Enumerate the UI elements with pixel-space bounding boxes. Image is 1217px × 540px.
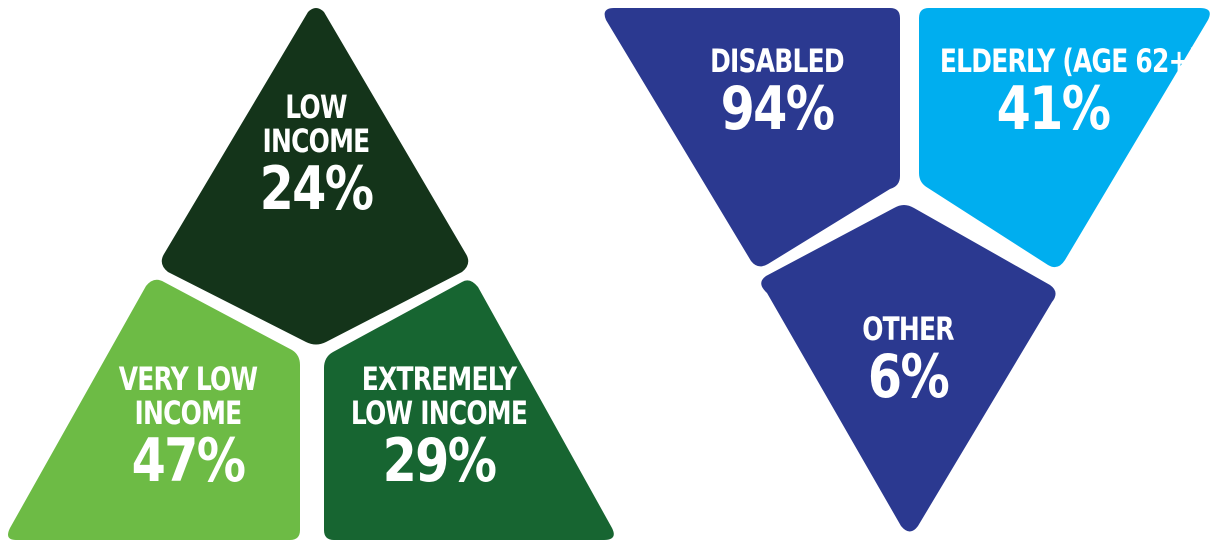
- extremely-low-income-label-line-1: EXTREMELY: [361, 360, 517, 398]
- other-value: 6%: [867, 342, 950, 412]
- disabled-label-line-1: DISABLED: [710, 42, 845, 80]
- other-segment: [761, 205, 1056, 532]
- low-income-label-line-2: INCOME: [262, 122, 371, 160]
- other-label: OTHER 6%: [808, 312, 1008, 408]
- disabled-label: DISABLED 94%: [677, 44, 877, 140]
- very-low-income-label: VERY LOW INCOME 47%: [88, 362, 288, 492]
- elderly-segment: [919, 8, 1210, 268]
- extremely-low-income-value: 29%: [382, 426, 497, 496]
- elderly-value: 41%: [996, 74, 1111, 144]
- low-income-label-line-1: LOW: [285, 88, 347, 126]
- extremely-low-income-label: EXTREMELY LOW INCOME 29%: [319, 362, 559, 492]
- household-triangle-chart: [604, 8, 1210, 532]
- extremely-low-income-label-line-2: LOW INCOME: [350, 394, 528, 432]
- low-income-value: 24%: [259, 154, 374, 224]
- elderly-label-line-1: ELDERLY (AGE 62+): [939, 42, 1200, 80]
- low-income-label: LOW INCOME 24%: [216, 90, 416, 220]
- very-low-income-segment: [8, 279, 300, 540]
- low-income-segment: [161, 8, 469, 345]
- disabled-segment: [604, 8, 900, 267]
- very-low-income-label-line-2: INCOME: [134, 394, 243, 432]
- income-triangle-chart: [8, 8, 614, 540]
- very-low-income-label-line-1: VERY LOW: [118, 360, 258, 398]
- very-low-income-value: 47%: [131, 426, 246, 496]
- disabled-value: 94%: [720, 74, 835, 144]
- extremely-low-income-segment: [324, 280, 614, 540]
- other-label-line-1: OTHER: [862, 310, 954, 348]
- elderly-label: ELDERLY (AGE 62+) 41%: [908, 42, 1200, 144]
